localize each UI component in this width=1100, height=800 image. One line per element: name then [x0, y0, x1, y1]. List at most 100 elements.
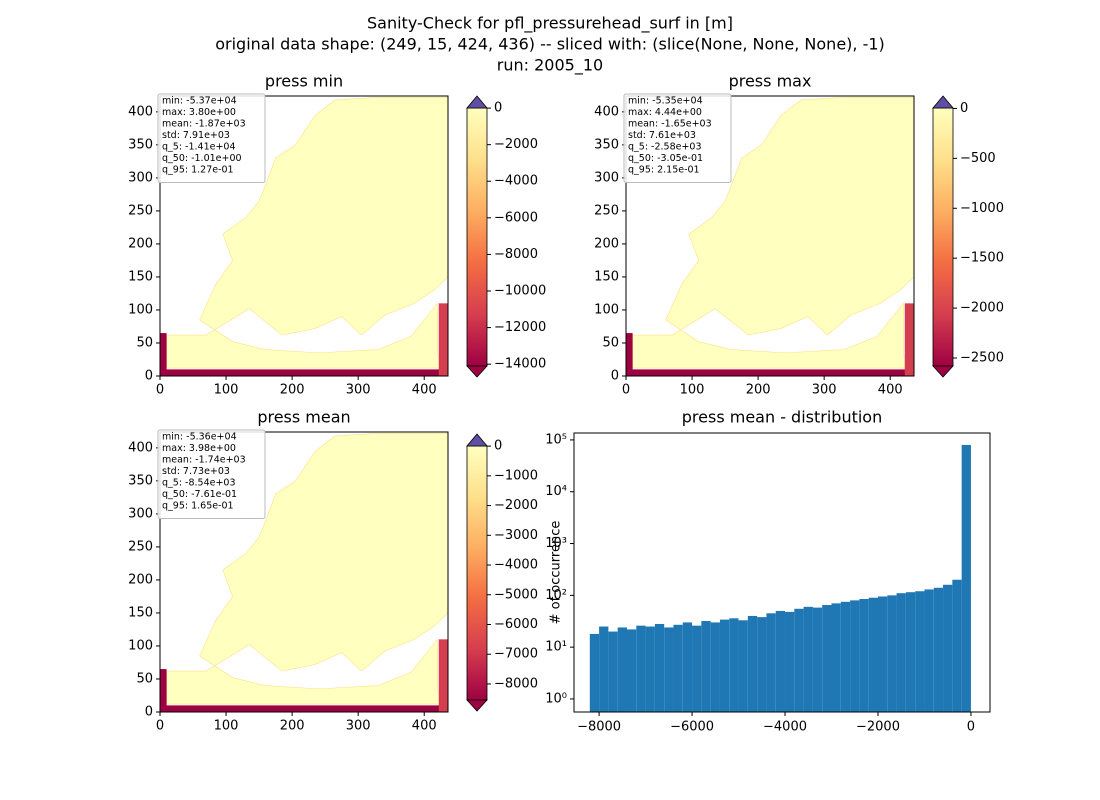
colorbar-extend-over: [466, 95, 488, 109]
histogram-bar: [747, 615, 758, 712]
colorbar-tick-label: −8000: [494, 676, 538, 691]
stats-line: mean: -1.87e+03: [162, 119, 246, 130]
colorbar: [466, 445, 488, 701]
histogram-bar: [738, 620, 748, 712]
histogram-bar: [617, 627, 627, 712]
histogram-bar: [766, 613, 776, 712]
y-tick-label: 350: [128, 137, 153, 152]
axes-frame: [159, 95, 449, 377]
axes-frame: [159, 431, 449, 713]
y-tick-label: 50: [136, 671, 153, 686]
histogram-bar: [775, 610, 786, 712]
histogram-bar: [645, 626, 655, 712]
histogram-bar: [626, 629, 637, 712]
y-tick-label: 300: [594, 170, 619, 185]
y-tick-label: 100: [128, 638, 153, 653]
x-tick-label: 200: [280, 719, 305, 734]
x-tick-label: −8000: [577, 720, 621, 735]
histogram-bar: [812, 607, 823, 712]
map-border-cells: [626, 369, 914, 376]
stats-box: [623, 93, 732, 183]
x-tick-label: 400: [878, 383, 903, 398]
y-tick-label: 150: [128, 605, 153, 620]
histogram-bar: [682, 622, 693, 712]
histogram-bar: [905, 592, 916, 712]
stats-line: max: 3.80e+00: [162, 107, 236, 118]
histogram-bar: [710, 622, 720, 712]
colorbar-tick-label: −500: [960, 151, 996, 166]
colorbar-tick-label: −1000: [494, 468, 538, 483]
figure-subtitle: original data shape: (249, 15, 424, 436)…: [215, 35, 885, 54]
stats-line: min: -5.37e+04: [162, 96, 237, 107]
histogram-bar: [729, 618, 739, 712]
colorbar-tick-label: −2500: [960, 351, 1004, 366]
stats-line: std: 7.61e+03: [628, 130, 696, 141]
stats-line: std: 7.91e+03: [162, 130, 230, 141]
y-tick-label: 250: [128, 539, 153, 554]
axes-title: press mean - distribution: [682, 408, 882, 427]
colorbar-tick-label: −8000: [494, 247, 538, 262]
stats-line: max: 3.98e+00: [162, 443, 236, 454]
y-tick-label: 0: [145, 705, 153, 720]
stats-box: [157, 93, 266, 183]
map-border-cells: [160, 369, 448, 376]
histogram-bar: [654, 623, 665, 712]
x-tick-label: 0: [622, 383, 630, 398]
histogram-bar: [636, 625, 646, 712]
x-tick-label: 100: [680, 383, 705, 398]
histogram-bar: [719, 619, 730, 712]
map-border-cells: [160, 669, 167, 712]
y-tick-label: 50: [136, 335, 153, 350]
colorbar: [466, 107, 488, 367]
stats-line: q_5: -2.58e+03: [628, 142, 702, 153]
stats-line: q_50: -1.01e+00: [162, 153, 242, 164]
y-tick-label: 50: [602, 335, 619, 350]
axes-title: press max: [729, 72, 812, 91]
colorbar-tick-label: −4000: [494, 558, 538, 573]
y-tick-label: 10¹: [545, 640, 567, 655]
map-border-cells: [160, 705, 448, 712]
y-tick-label: 400: [594, 104, 619, 119]
y-tick-label: 150: [128, 269, 153, 284]
y-tick-label: 150: [594, 269, 619, 284]
histogram-bar: [887, 595, 897, 712]
colorbar-tick-label: 0: [494, 439, 502, 454]
histogram-bar: [961, 444, 971, 712]
colorbar-extend-under: [466, 365, 488, 378]
colorbar-extend-over: [466, 433, 488, 447]
histogram-bar: [794, 608, 804, 712]
histogram-bar: [859, 598, 869, 712]
colorbar-tick-label: −12000: [494, 320, 546, 335]
histogram-bar: [933, 587, 944, 712]
x-tick-label: 300: [346, 383, 371, 398]
y-tick-label: 300: [128, 506, 153, 521]
histogram-bar: [822, 605, 832, 712]
stats-line: mean: -1.74e+03: [162, 455, 246, 466]
colorbar-extend-under: [466, 699, 488, 712]
colorbar-tick-label: −14000: [494, 357, 546, 372]
histogram-bar: [840, 601, 851, 712]
x-tick-label: 100: [214, 383, 239, 398]
colorbar: [932, 107, 954, 367]
histogram-bar: [608, 631, 618, 712]
map-border-cells: [904, 303, 914, 376]
colorbar-tick-label: −5000: [494, 587, 538, 602]
stats-line: q_95: 1.27e-01: [162, 165, 234, 176]
colorbar-tick-label: −3000: [494, 528, 538, 543]
colorbar-tick-label: −4000: [494, 174, 538, 189]
histogram-bar: [673, 624, 683, 712]
histogram-bar: [868, 597, 878, 712]
y-tick-label: 0: [145, 369, 153, 384]
x-tick-label: 200: [746, 383, 771, 398]
y-tick-label: 10⁴: [545, 484, 567, 499]
y-tick-label: 200: [128, 236, 153, 251]
stats-line: mean: -1.65e+03: [628, 119, 712, 130]
colorbar-tick-label: −1500: [960, 251, 1004, 266]
stats-line: q_5: -8.54e+03: [162, 478, 236, 489]
y-tick-label: 10³: [545, 536, 567, 551]
histogram-bar: [915, 591, 925, 712]
axes-frame: [625, 95, 915, 377]
stats-line: max: 4.44e+00: [628, 107, 702, 118]
histogram-bar: [896, 593, 906, 712]
stats-line: q_50: -7.61e-01: [162, 489, 237, 500]
